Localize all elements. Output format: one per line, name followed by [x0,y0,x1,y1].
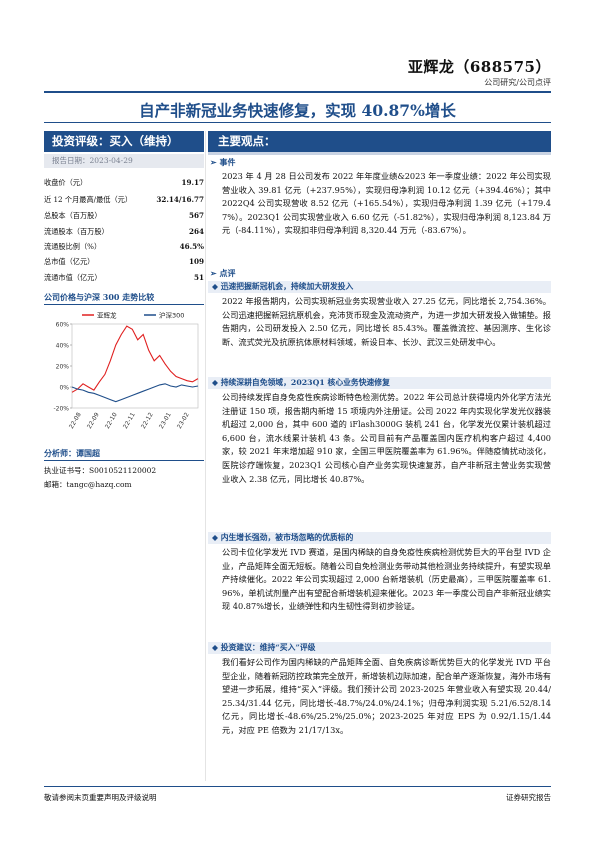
section-title-1: 迅速把握新冠机会，持续加大研发投入 [220,282,354,291]
report-type: 公司研究/公司点评 [484,78,551,87]
series-line-index [71,383,199,403]
section-paragraph-1: 2022 年报告期内，公司实现新冠业务实现营业收入 27.25 亿元，同比增长 … [222,296,551,347]
stat-row: 流通股本（百万股） 264 [44,227,204,239]
title-rule [44,122,551,123]
event-label: 事件 [219,157,236,167]
stat-label: 流通市值（亿元） [44,273,102,282]
main-title-strip [208,152,551,155]
stat-row: 流通股比例（%） 46.5% [44,242,204,254]
stat-value: 264 [188,227,204,236]
footer-label: 证券研究报告 [506,793,551,802]
chart-frame [71,323,199,409]
x-tick-label: 23-01 [158,411,173,430]
rating-box: 投资评级：买入（维持） [44,131,204,152]
chart-section-title: 公司价格与沪深 300 走势比较 [44,292,155,302]
footer-rule [44,786,551,787]
analyst-email[interactable]: 邮箱：tangc@hazq.com [44,480,132,489]
section-paragraph-3: 公司卡位化学发光 IVD 赛道，是国内稀缺的自身免疫性疾病检测优势巨大的平台型 … [222,547,551,612]
section-header-4-label: ◆ 投资建议：维持“买入”评级 [212,643,316,652]
stat-row: 流通市值（亿元） 51 [44,273,204,285]
main-section-title: 主要观点： [208,131,551,152]
stat-label: 总市值（亿元） [44,257,95,266]
y-tick-label: 20% [56,364,70,371]
section-header-1: ◆ 迅速把握新冠机会，持续加大研发投入 [208,281,551,293]
stat-label: 流通股本（百万股） [44,227,109,236]
section-header-3: ◆ 内生增长强劲，被市场忽略的优质标的 [208,532,551,544]
stat-label: 收盘价（元） [44,178,88,187]
report-date: 报告日期：2023-04-29 [44,154,204,168]
stat-label: 流通股比例（%） [44,242,102,251]
section-title-4: 投资建议：维持“买入”评级 [220,643,316,652]
stat-value: 46.5% [179,242,204,251]
stat-row: 收盘价（元） 19.17 [44,178,204,190]
triangle-icon: ➢ [210,268,220,278]
stat-label: 近 12 个月最高/最低（元） [44,195,133,204]
x-tick-label: 22-11 [122,411,137,430]
section-header-1-label: ◆ 迅速把握新冠机会，持续加大研发投入 [212,282,354,291]
y-tick-label: 40% [56,343,70,350]
price-chart-svg: 60% 40% 20% 0% -20%22-08 22-09 22-10 22-11 22-12… [53,311,199,430]
page-title: 自产非新冠业务快速修复，实现 40.87%增长 [139,101,456,120]
triangle-icon: ➢ [210,157,220,167]
stat-value: 567 [188,211,204,220]
x-tick-label: 22-08 [68,411,83,430]
x-tick-label: 22-09 [86,411,101,430]
legend-label: 亚辉龙 [97,311,117,320]
stat-label: 总股本（百万股） [44,211,102,220]
section-header-3-label: ◆ 内生增长强劲，被市场忽略的优质标的 [212,533,354,542]
event-heading: ➢ 事件 [210,157,236,168]
y-tick-label: 60% [56,322,70,329]
stat-value: 109 [188,257,204,266]
chart-title-rule [44,304,204,305]
y-tick-label: -20% [53,406,69,413]
x-tick-label: 22-10 [104,411,119,430]
section-paragraph-4: 我们看好公司作为国内稀缺的产品矩阵全面、自免疾病诊断优势巨大的化学发光 IVD … [222,657,551,735]
y-tick-label: 0% [59,385,69,392]
stat-value: 19.17 [181,178,204,187]
analyst-title: 分析师：谭国超 [44,448,100,458]
comment-heading: ➢ 点评 [210,268,236,279]
event-paragraph: 2023 年 4 月 28 日公司发布 2022 年年度业绩&2023 年一季度… [222,171,551,236]
section-header-2-label: ◆ 持续深耕自免领域，2023Q1 核心业务快速修复 [212,378,390,387]
section-header-2: ◆ 持续深耕自免领域，2023Q1 核心业务快速修复 [208,377,551,389]
section-paragraph-2: 公司持续发挥自身免疫性疾病诊断特色检测优势。2022 年公司总计获得境内外化学方… [222,392,551,484]
company-name: 亚辉龙（688575） [407,58,551,76]
section-title-2: 持续深耕自免领域，2023Q1 核心业务快速修复 [220,378,390,387]
x-tick-label: 22-12 [140,411,155,430]
stat-row: 总市值（亿元） 109 [44,257,204,269]
column-divider [205,131,206,781]
stat-value: 32.14/16.77 [156,195,204,204]
comment-label: 点评 [219,268,236,278]
header-rule [44,91,551,93]
legend-label: 沪深300 [159,311,184,320]
analyst-rule [44,460,204,461]
price-chart: 60% 40% 20% 0% -20% 22-08 22-09 22-10 22-11 22-12… [44,308,204,438]
section-title-3: 内生增长强劲，被市场忽略的优质标的 [220,533,354,542]
cert-number: 执业证书号：S0010521120002 [44,466,157,475]
stat-row: 总股本（百万股） 567 [44,211,204,223]
section-header-4: ◆ 投资建议：维持“买入”评级 [208,642,551,654]
series-line-company [71,325,199,393]
stat-row: 近 12 个月最高/最低（元） 32.14/16.77 [44,195,204,207]
footer-disclaimer: 敬请参阅末页重要声明及评级说明 [44,793,157,802]
stat-value: 51 [193,273,204,282]
x-tick-label: 23-02 [176,411,191,430]
